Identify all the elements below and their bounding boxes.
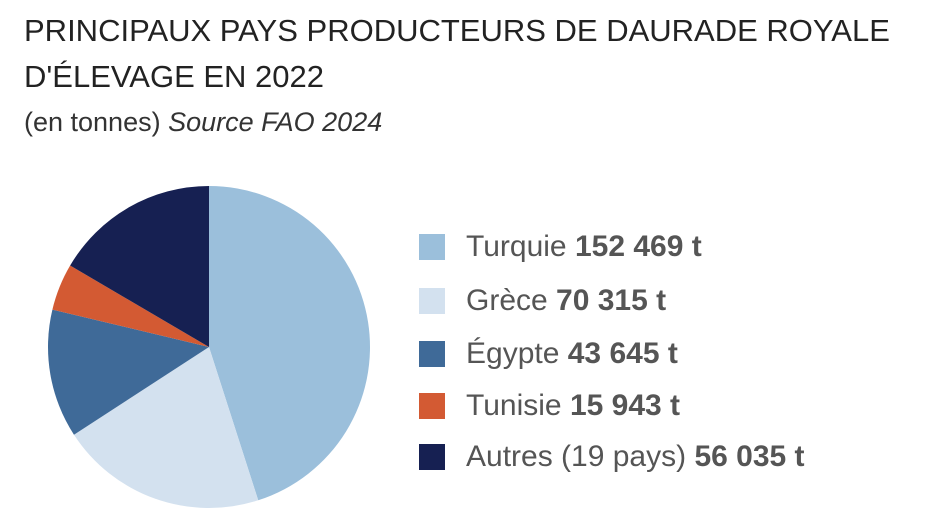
- legend-entry: Tunisie 15 943 t: [466, 389, 680, 422]
- legend-label: Tunisie: [466, 389, 562, 422]
- value-label: 70 315 t: [556, 284, 666, 317]
- value-label: 43 645 t: [568, 337, 678, 370]
- legend-label: Grèce: [466, 284, 548, 317]
- value-label: 56 035 t: [694, 440, 804, 473]
- legend-entry: Turquie 152 469 t: [466, 230, 702, 263]
- pie-slice: [209, 186, 371, 501]
- legend-swatch: [419, 393, 445, 419]
- legend-label: Autres (19 pays): [466, 440, 686, 473]
- pie-slice: [52, 265, 210, 347]
- subtitle-block: (en tonnes) Source FAO 2024: [24, 102, 382, 142]
- legend-entry: Autres (19 pays) 56 035 t: [466, 440, 805, 473]
- subtitle: (en tonnes): [24, 107, 161, 137]
- chart-title: PRINCIPAUX PAYS PRODUCTEURS DE DAURADE R…: [24, 13, 890, 94]
- legend-swatch: [419, 341, 445, 367]
- legend-label: Égypte: [466, 337, 559, 370]
- legend-label: Turquie: [466, 230, 567, 263]
- pie-slice: [73, 347, 259, 508]
- source: Source FAO 2024: [168, 107, 383, 137]
- pie-slice: [70, 186, 209, 347]
- value-label: 15 943 t: [570, 389, 680, 422]
- legend-swatch: [419, 234, 445, 260]
- pie-slice: [48, 309, 210, 435]
- legend-entry: Grèce 70 315 t: [466, 284, 666, 317]
- value-label: 152 469 t: [575, 230, 702, 263]
- legend-swatch: [419, 288, 445, 314]
- legend-entry: Égypte 43 645 t: [466, 337, 678, 370]
- legend-swatch: [419, 444, 445, 470]
